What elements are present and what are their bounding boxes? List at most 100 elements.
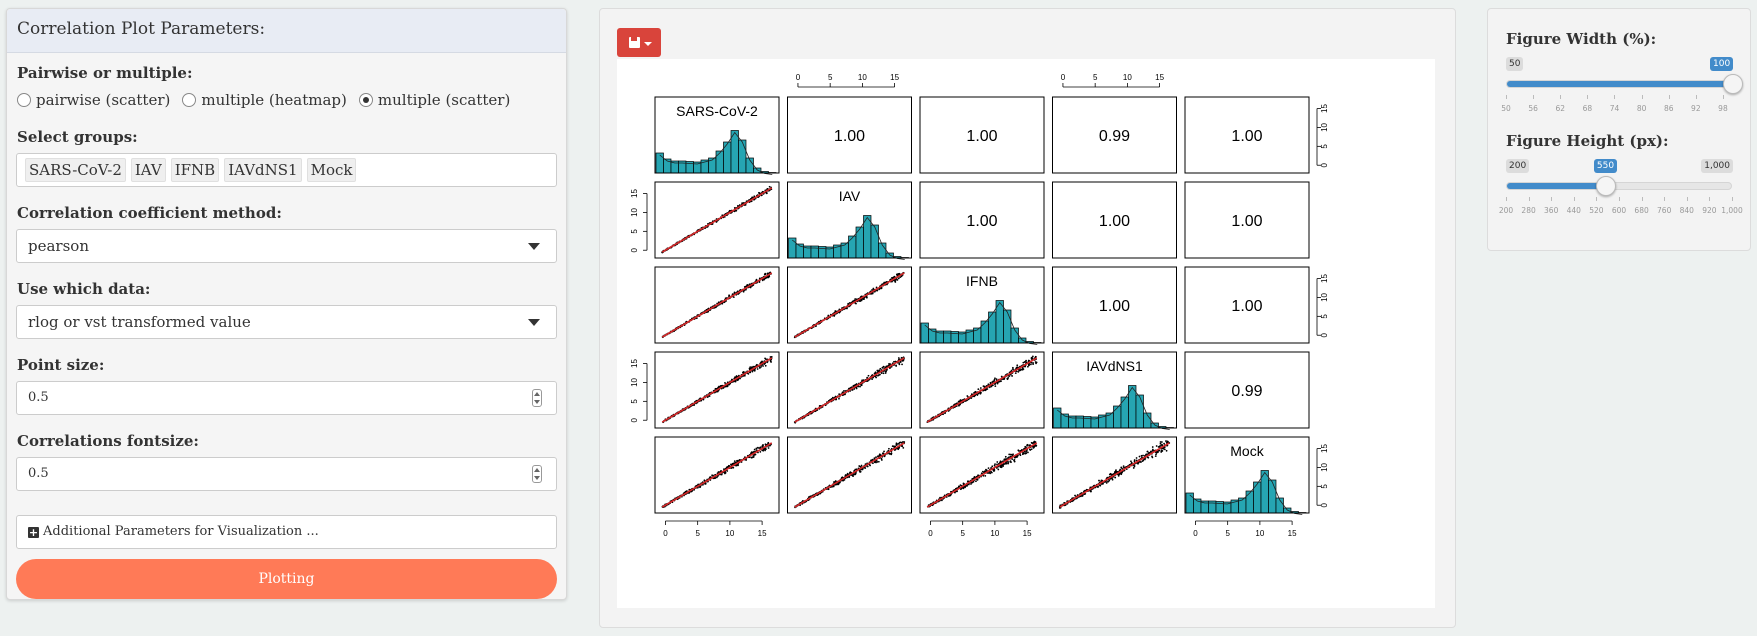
- panel-frame: [787, 181, 912, 259]
- radio-multiple-scatter-label: multiple (scatter): [377, 91, 511, 109]
- scatter-point: [735, 375, 738, 378]
- slider-tick-label: 1,000: [1721, 206, 1743, 215]
- scatter-point: [890, 277, 893, 279]
- scatter-point: [1029, 363, 1032, 366]
- method-select[interactable]: pearson: [16, 229, 557, 263]
- stepper-icon[interactable]: [532, 465, 542, 483]
- histogram-bar: [1003, 309, 1012, 344]
- slider-tick-label: 50: [1501, 104, 1511, 113]
- scatter-point: [846, 307, 848, 310]
- scatter-point: [834, 480, 837, 482]
- scatter-point: [1006, 377, 1009, 380]
- tick-label: 0: [630, 247, 639, 252]
- tick-label: 0: [1320, 332, 1329, 337]
- scatter-point: [1004, 455, 1007, 458]
- scatter-point: [1031, 355, 1034, 358]
- scatter-point: [755, 363, 758, 366]
- save-button[interactable]: [617, 28, 661, 57]
- tick-label: 5: [1320, 314, 1329, 319]
- groups-select[interactable]: SARS-CoV-2 IAV IFNB IAVdNS1 Mock: [16, 153, 557, 187]
- scatter-point: [877, 374, 880, 377]
- width-slider[interactable]: [1506, 74, 1743, 94]
- group-tag[interactable]: SARS-CoV-2: [25, 158, 126, 182]
- height-max-label: 1,000: [1701, 159, 1733, 173]
- slider-tick-label: 360: [1544, 206, 1559, 215]
- scatter-point: [1002, 465, 1004, 467]
- slider-tick-mark: [1686, 197, 1688, 201]
- radio-pairwise-scatter[interactable]: pairwise (scatter): [17, 91, 170, 109]
- radio-multiple-scatter[interactable]: multiple (scatter): [358, 91, 511, 109]
- scatter-point: [884, 372, 887, 374]
- radio-pairwise-scatter-button[interactable]: [17, 93, 31, 107]
- slider-tick-label: 600: [1611, 206, 1627, 215]
- scatter-point: [999, 465, 1002, 467]
- scatter-point: [852, 474, 854, 477]
- height-slider[interactable]: [1506, 176, 1732, 196]
- chevron-down-icon: [528, 243, 540, 250]
- scatter-point: [753, 448, 756, 451]
- scatter-point: [1115, 469, 1117, 472]
- scatter-point: [974, 390, 977, 393]
- additional-params-button[interactable]: + Additional Parameters for Visualization…: [16, 515, 557, 549]
- radio-multiple-heatmap-button[interactable]: [182, 93, 197, 107]
- scatter-point: [1033, 441, 1036, 443]
- scatter-point: [970, 393, 973, 396]
- fit-line: [661, 187, 773, 253]
- scatter-point: [1120, 471, 1123, 474]
- scatter-point: [902, 446, 905, 449]
- scatter-point: [984, 389, 987, 392]
- point-size-input[interactable]: 0.5: [16, 381, 557, 415]
- panel-frame: [654, 181, 780, 259]
- scatter-point: [899, 441, 902, 444]
- scatter-point: [1033, 445, 1036, 448]
- scatter-point: [1024, 445, 1027, 448]
- scatter-point: [1114, 471, 1116, 473]
- scatter-point: [886, 368, 888, 371]
- scatter-point: [733, 210, 736, 213]
- histogram-bar: [1150, 422, 1159, 429]
- scatter-point: [1014, 372, 1017, 374]
- scatter-point: [1111, 478, 1114, 481]
- fontsize-value: 0.5: [28, 466, 49, 481]
- scatter-point: [1160, 450, 1163, 452]
- scatter-point: [1118, 473, 1121, 476]
- correlation-value: 1.00: [1231, 213, 1262, 230]
- radio-multiple-heatmap[interactable]: multiple (heatmap): [182, 91, 347, 109]
- histogram-bar: [655, 152, 664, 174]
- variable-label: IAV: [839, 188, 861, 204]
- histogram-bar: [753, 167, 762, 174]
- plotting-button[interactable]: Plotting: [16, 559, 557, 599]
- radio-pairwise-scatter-label: pairwise (scatter): [36, 91, 171, 109]
- width-slider-handle[interactable]: [1723, 74, 1743, 94]
- scatter-point: [880, 372, 883, 374]
- group-tag[interactable]: IAV: [130, 158, 166, 182]
- scatter-point: [897, 277, 900, 280]
- scatter-point: [1027, 359, 1030, 362]
- correlation-value: 1.00: [1231, 128, 1262, 145]
- scatter-point: [901, 363, 903, 366]
- scatter-point: [761, 445, 764, 448]
- radio-multiple-scatter-button[interactable]: [358, 93, 373, 107]
- height-slider-handle[interactable]: [1595, 176, 1616, 196]
- scatter-point: [962, 482, 965, 485]
- scatter-point: [948, 494, 951, 497]
- stepper-icon[interactable]: [532, 389, 542, 407]
- scatter-point: [882, 372, 885, 375]
- scatter-point: [1035, 361, 1038, 364]
- scatter-point: [761, 360, 763, 363]
- slider-tick-mark: [1709, 197, 1711, 201]
- data-select[interactable]: rlog or vst transformed value: [16, 305, 557, 339]
- scatter-point: [756, 368, 759, 370]
- group-tag[interactable]: IFNB: [170, 158, 220, 182]
- fontsize-input[interactable]: 0.5: [16, 457, 557, 491]
- scatter-point: [966, 480, 969, 483]
- tick-label: 0: [1320, 162, 1329, 167]
- scatter-point: [1010, 461, 1012, 464]
- scatter-point: [1165, 440, 1167, 442]
- group-tag[interactable]: IAVdNS1: [224, 158, 302, 182]
- group-tag[interactable]: Mock: [306, 158, 357, 182]
- scatter-point: [1151, 455, 1153, 458]
- scatter-point: [841, 476, 844, 479]
- scatter-point: [970, 397, 973, 400]
- scatter-point: [982, 385, 985, 387]
